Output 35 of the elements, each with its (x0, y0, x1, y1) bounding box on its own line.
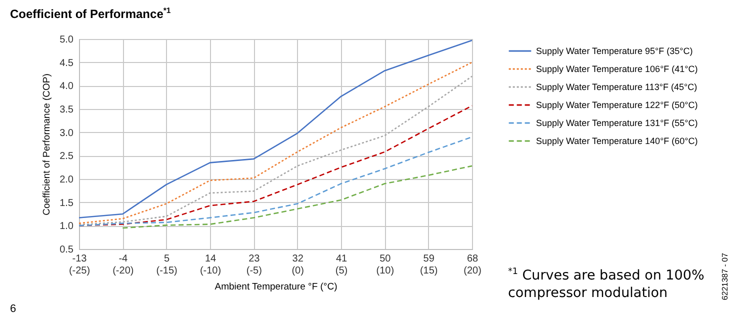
x-tick-label: 68 (20) (464, 254, 482, 276)
x-tick-label: 50 (10) (376, 254, 394, 276)
line-series (78, 105, 473, 226)
x-tick-label: 5 (-15) (156, 254, 178, 276)
text: 6221387 - 07 (720, 252, 730, 302)
x-tick-label: 23 (-5) (246, 254, 262, 276)
legend-label: Supply Water Temperature 140°F (60°C) (536, 136, 698, 146)
x-tick-label: 41 (5) (335, 254, 348, 276)
y-tick-label: 0.5 (60, 244, 74, 256)
y-tick-label: 3.0 (60, 128, 74, 139)
chart-title: Coefficient of Performance$^{*1}$ (10, 6, 171, 21)
y-tick-label: 4.0 (60, 81, 74, 92)
legend-label: Supply Water Temperature 131°F (55°C) (536, 118, 698, 128)
y-tick-label: 5.0 (60, 34, 74, 46)
y-tick-label: 1.0 (60, 221, 74, 232)
legend-label: Supply Water Temperature 113°F (45°C) (536, 82, 698, 92)
x-tick-label: 32 (0) (292, 254, 304, 276)
line-series (122, 165, 473, 229)
legend-label: Supply Water Temperature 106°F (41°C) (536, 64, 698, 74)
x-tick-label: -13 (-25) (68, 254, 90, 276)
y-tick-label: 2.0 (60, 174, 74, 186)
legend-label: Supply Water Temperature 95°F (35°C) (536, 46, 693, 56)
text: 6 (10, 303, 16, 315)
text: $^{*1}$ Curves are based on 100% compressor modulation (508, 266, 706, 302)
x-tick-label: 14 (-10) (200, 254, 222, 276)
x-tick-label: -4 (-20) (112, 254, 134, 276)
y-tick-label: 1.5 (60, 198, 74, 209)
y-tick-label: 3.5 (60, 104, 74, 116)
y-axis-title: Coefficient of Performance (COP) (42, 74, 53, 216)
line-series (78, 136, 473, 226)
legend-label: Supply Water Temperature 122°F (50°C) (536, 100, 698, 110)
x-axis-title: Ambient Temperature °F (°C) (214, 282, 338, 292)
x-tick-label: 59 (15) (420, 254, 438, 276)
y-tick-label: 2.5 (60, 151, 74, 162)
y-tick-label: 4.5 (60, 58, 74, 69)
